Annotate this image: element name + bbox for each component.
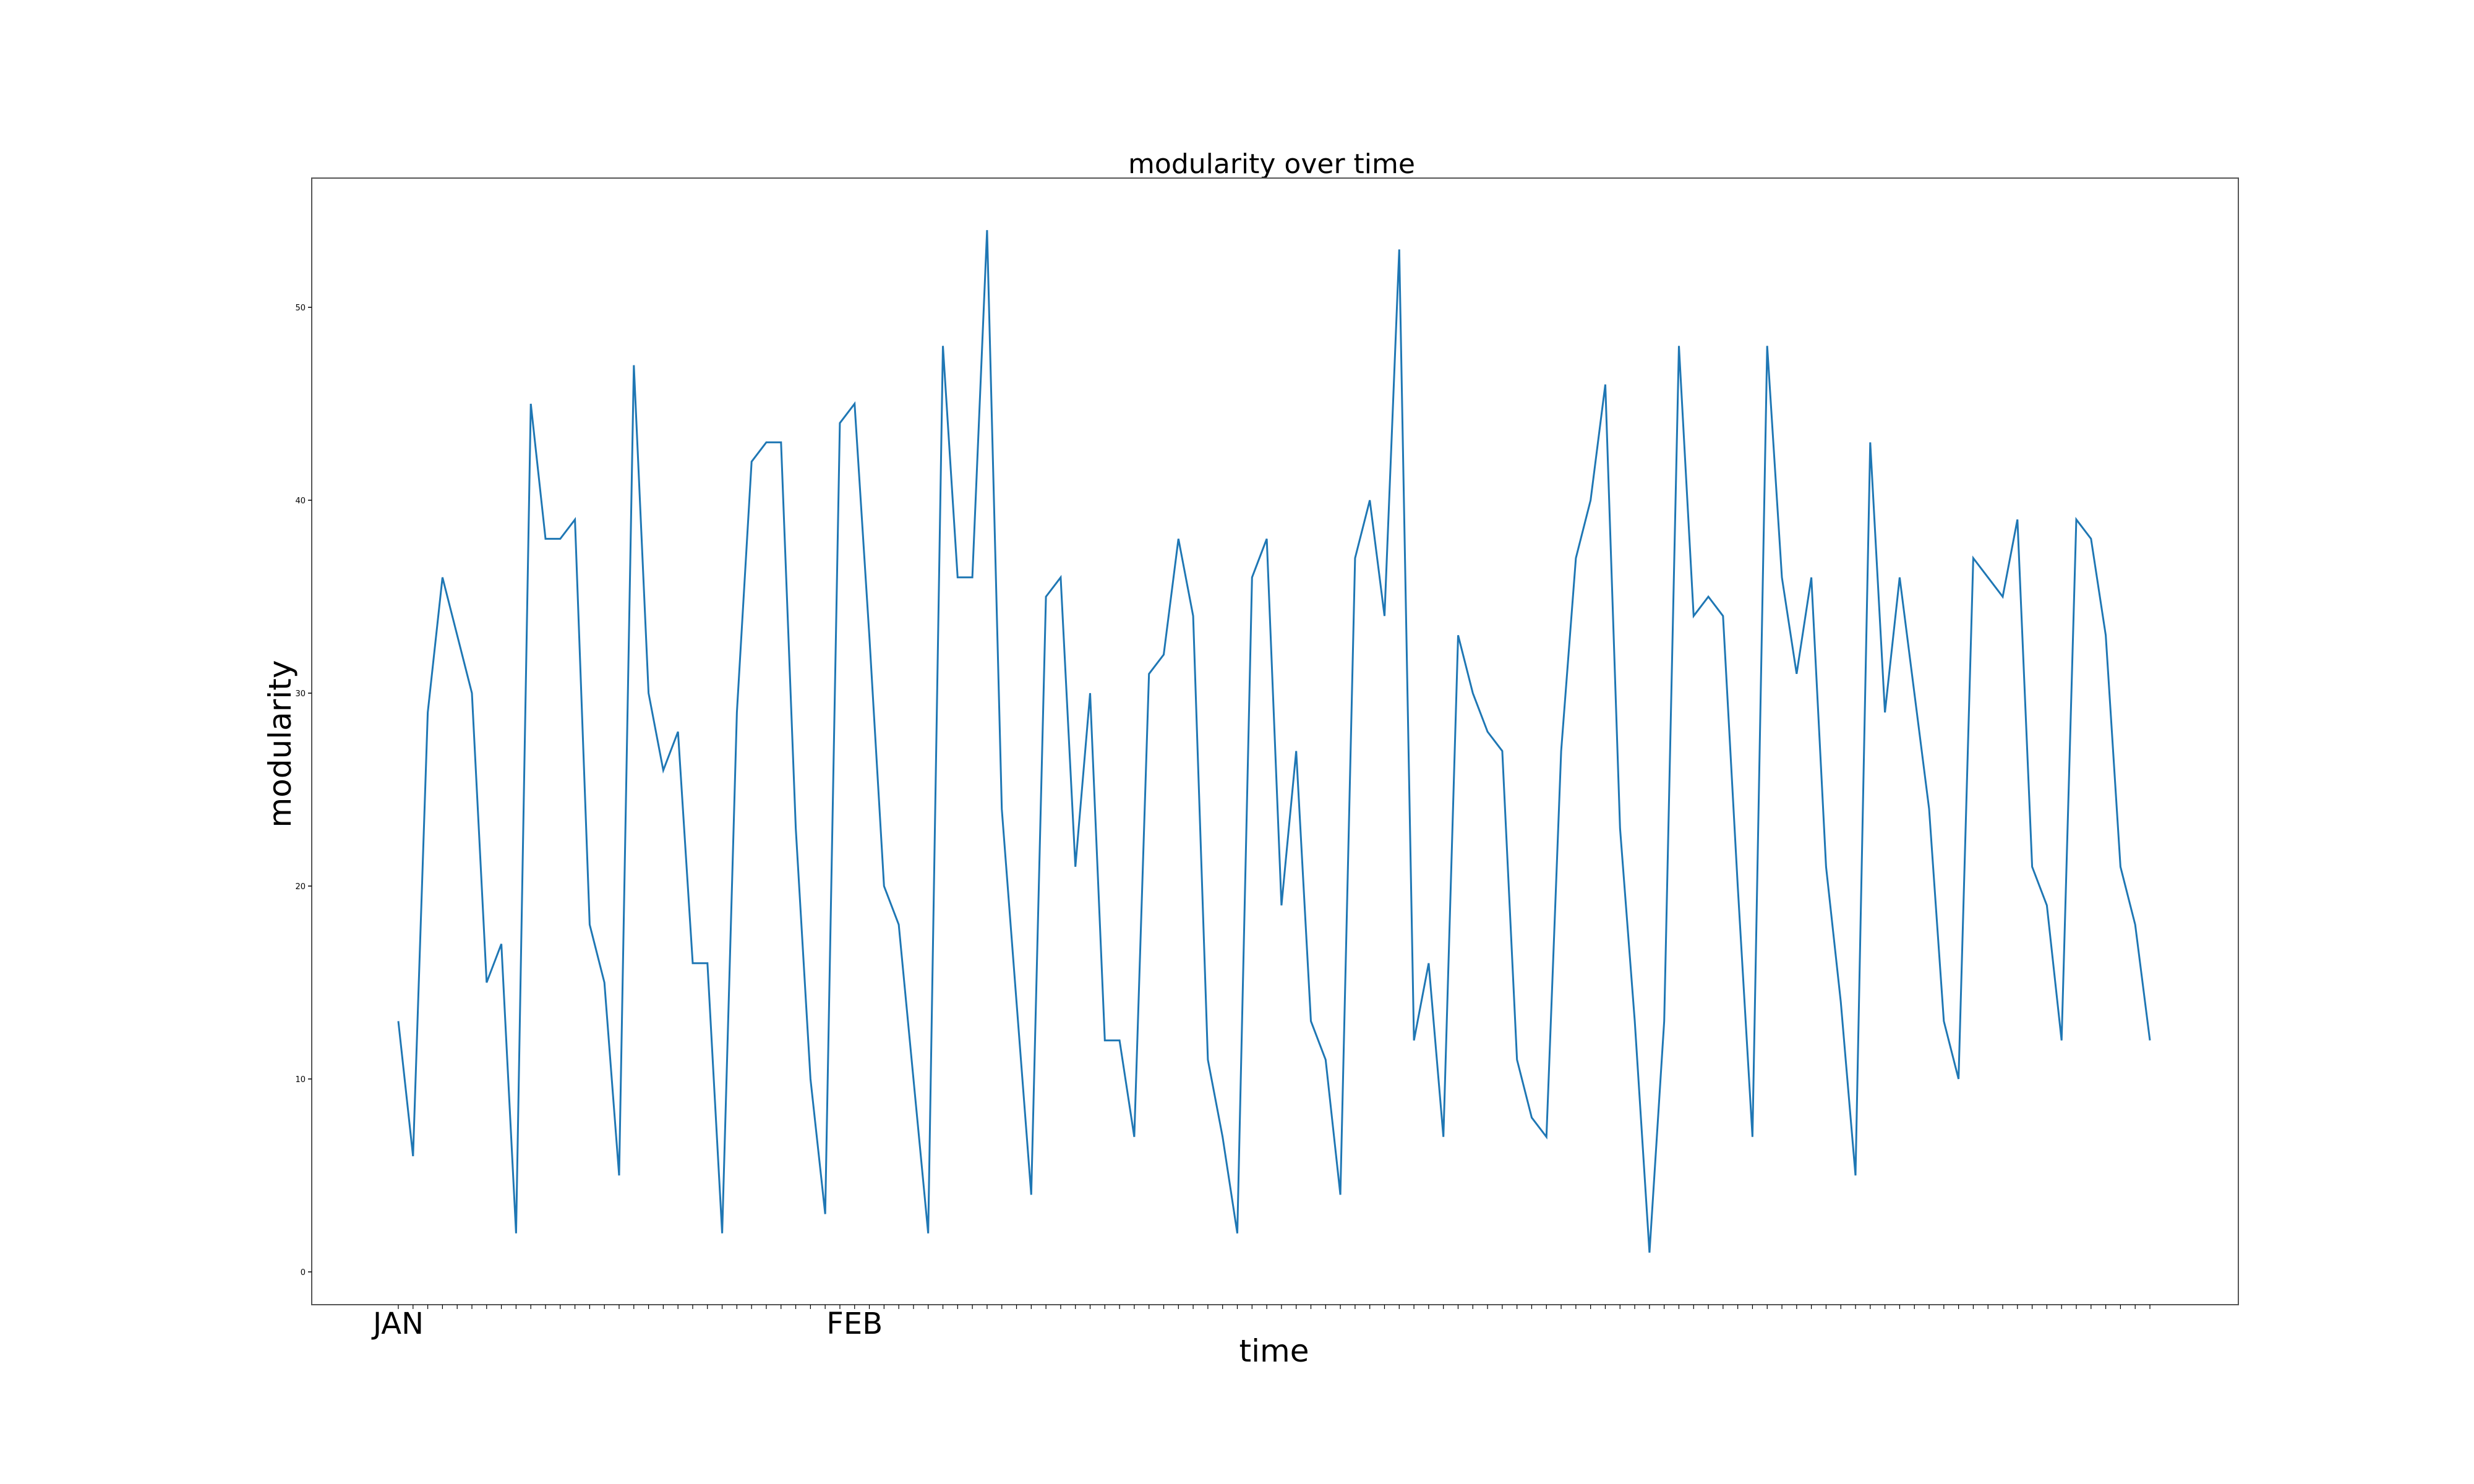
data-point: [1899, 577, 1900, 578]
data-point: [1222, 1136, 1223, 1137]
data-point: [1075, 866, 1076, 867]
y-axis-label: modularity: [262, 660, 298, 828]
data-point: [457, 635, 458, 636]
y-axis-ticks: 0 10 20 30 40 50: [295, 304, 312, 1277]
data-point: [427, 712, 428, 713]
y-tick-label: 20: [295, 882, 306, 892]
x-axis-ticks: JAN FEB: [371, 1305, 2151, 1341]
data-point: [972, 577, 973, 578]
data-point: [795, 828, 796, 829]
data-point: [810, 1078, 811, 1079]
data-point: [471, 693, 472, 694]
data-point: [1325, 1059, 1326, 1060]
data-point: [1782, 577, 1783, 578]
plot-area: [311, 177, 2239, 1305]
data-point: [1546, 1136, 1547, 1137]
data-point: [1443, 1136, 1444, 1137]
x-tick-label-jan: JAN: [371, 1307, 424, 1341]
series-layer: [397, 230, 2151, 1253]
data-point: [486, 982, 487, 983]
data-point: [589, 924, 590, 925]
data-point: [1281, 905, 1282, 906]
x-axis-label: time: [1239, 1333, 1309, 1369]
chart-title: modularity over time: [1128, 148, 1415, 180]
y-tick-label: 50: [295, 304, 306, 313]
data-point: [1237, 1233, 1238, 1234]
data-point: [839, 423, 840, 424]
y-tick-label: 30: [295, 689, 306, 699]
data-point: [604, 982, 605, 983]
series-line-0: [397, 230, 2151, 1253]
data-point: [1811, 577, 1812, 578]
data-point: [1590, 500, 1591, 501]
data-point: [2150, 1040, 2151, 1041]
data-point: [751, 461, 752, 462]
data-point: [1207, 1059, 1208, 1060]
data-point: [1119, 1040, 1120, 1041]
data-point: [913, 1078, 914, 1079]
x-tick-label-feb: FEB: [826, 1307, 883, 1341]
data-point: [869, 635, 870, 636]
data-point: [2076, 519, 2077, 520]
data-point: [1060, 577, 1061, 578]
data-point: [1649, 1252, 1650, 1253]
y-tick-label: 10: [295, 1075, 306, 1085]
data-point: [442, 577, 443, 578]
data-point: [1752, 1136, 1753, 1137]
data-point: [1958, 1078, 1959, 1079]
data-point: [1369, 500, 1370, 501]
data-point: [1399, 249, 1400, 250]
data-point: [2120, 866, 2121, 867]
data-point: [648, 693, 649, 694]
data-point: [1414, 1040, 1415, 1041]
data-point: [1796, 673, 1797, 674]
data-point: [2105, 635, 2106, 636]
data-point: [2017, 519, 2018, 520]
data-point: [1487, 731, 1488, 732]
data-point: [1531, 1117, 1532, 1118]
data-point: [2061, 1040, 2062, 1041]
y-tick-label: 0: [301, 1268, 306, 1277]
data-point: [957, 577, 958, 578]
data-point: [2135, 924, 2136, 925]
data-point: [1605, 384, 1606, 385]
data-point: [1737, 885, 1738, 886]
y-tick-label: 40: [295, 497, 306, 506]
data-point: [1914, 693, 1915, 694]
data-point: [1163, 654, 1164, 655]
